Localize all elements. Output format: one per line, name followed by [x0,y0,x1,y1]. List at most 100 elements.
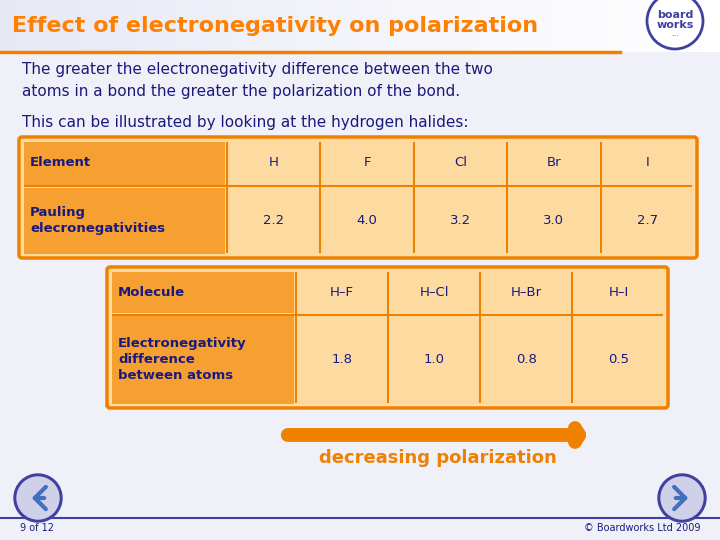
Bar [194,0,199,52]
Bar [256,0,260,52]
Bar [162,0,166,52]
Bar [108,0,112,52]
Bar [331,0,336,52]
Text: The greater the electronegativity difference between the two
atoms in a bond the: The greater the electronegativity differ… [22,62,493,99]
Bar [259,0,264,52]
Bar [29,0,33,52]
Bar [119,0,123,52]
Text: © Boardworks Ltd 2009: © Boardworks Ltd 2009 [583,523,700,533]
Bar [457,0,462,52]
FancyArrowPatch shape [35,487,46,509]
Bar [266,0,271,52]
Bar [634,0,638,52]
Circle shape [658,474,706,522]
Bar [65,0,69,52]
Bar [509,187,599,253]
Bar [713,0,717,52]
Bar [414,0,418,52]
Bar [410,0,415,52]
Bar [637,0,642,52]
Bar [191,0,195,52]
Bar [500,0,505,52]
Bar [587,0,591,52]
Bar [540,0,544,52]
Bar [306,0,310,52]
Text: 0.8: 0.8 [516,353,536,366]
Text: 2.7: 2.7 [636,214,658,227]
Bar [602,187,693,253]
Bar [169,0,174,52]
Bar [126,0,130,52]
Bar [317,0,321,52]
Bar [274,0,278,52]
Bar [346,0,350,52]
Text: board: board [657,10,693,20]
Bar [421,0,426,52]
Bar [324,0,328,52]
Text: works: works [657,20,693,30]
Bar [25,0,30,52]
Bar [415,141,505,185]
Bar [277,0,282,52]
Bar [446,0,451,52]
Bar [0,0,4,52]
Bar [652,0,656,52]
Bar [322,141,413,185]
Bar [36,0,40,52]
FancyBboxPatch shape [19,137,697,258]
Bar [320,0,325,52]
Bar [673,0,678,52]
Bar [297,316,387,403]
Bar [619,0,624,52]
Bar [364,0,368,52]
Bar [223,0,228,52]
Circle shape [661,477,703,519]
Bar [104,0,109,52]
Bar [565,0,570,52]
Text: 1.0: 1.0 [423,353,445,366]
Bar [216,0,220,52]
Bar [479,0,483,52]
Bar [605,0,609,52]
Bar [349,0,354,52]
Bar [302,0,307,52]
Bar [490,0,494,52]
Circle shape [14,474,62,522]
Bar [270,0,274,52]
Text: H–Br: H–Br [510,286,542,299]
Bar [367,0,372,52]
Bar [396,0,400,52]
Bar [198,0,202,52]
Bar [670,0,674,52]
Bar [263,0,267,52]
Bar [94,0,98,52]
Bar [580,0,584,52]
Bar [54,0,58,52]
Bar [558,0,562,52]
Bar [533,0,537,52]
Text: 9 of 12: 9 of 12 [20,523,54,533]
Bar [155,0,159,52]
Bar [61,0,66,52]
Bar [112,0,116,52]
Bar [228,187,319,253]
Bar [608,0,613,52]
Bar [212,0,217,52]
Bar [644,0,649,52]
Bar [450,0,454,52]
Bar [378,0,382,52]
Bar [79,0,84,52]
Bar [529,0,534,52]
Bar [313,0,318,52]
Bar [238,0,242,52]
Bar [86,0,91,52]
Bar [680,0,685,52]
Bar [486,0,490,52]
Bar [403,0,408,52]
Bar [454,0,458,52]
Text: 1.8: 1.8 [331,353,353,366]
Bar [284,0,289,52]
Bar [511,0,516,52]
Text: 4.0: 4.0 [356,214,377,227]
Bar [227,0,231,52]
